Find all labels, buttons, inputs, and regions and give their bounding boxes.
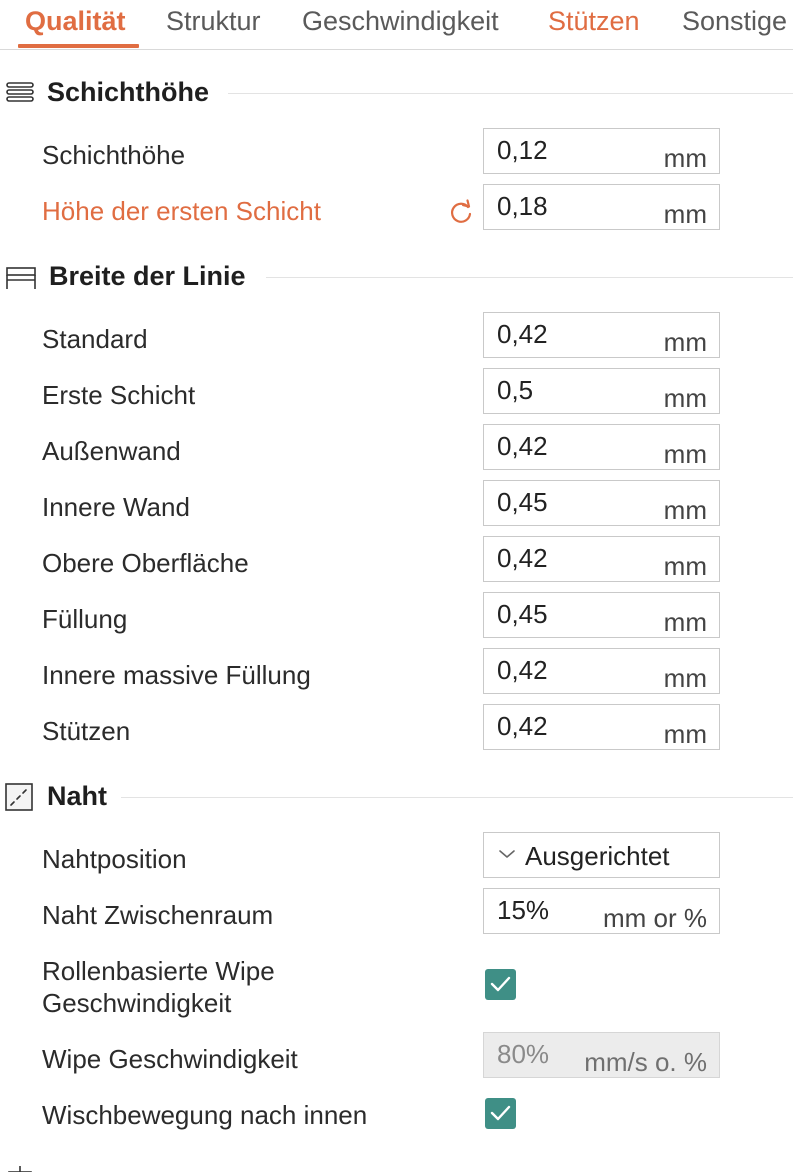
check-icon	[490, 976, 511, 992]
setting-label: Schichthöhe	[42, 140, 186, 170]
input-value: 0,5	[497, 375, 534, 405]
input-unit: mm	[663, 663, 707, 693]
line-width-infill-input[interactable]: 0,45 mm	[483, 592, 720, 638]
setting-label: Rollenbasierte Wipe	[42, 956, 275, 986]
input-unit: mm	[663, 327, 707, 357]
input-unit: mm	[663, 199, 707, 229]
section-title: Schichthöhe	[47, 77, 210, 107]
input-value: 0,42	[497, 543, 548, 573]
input-unit: mm	[663, 383, 707, 413]
line-width-outer-wall-input[interactable]: 0,42 mm	[483, 424, 720, 470]
setting-label-line2: Geschwindigkeit	[42, 988, 232, 1018]
seam-icon	[5, 783, 33, 811]
setting-label: Höhe der ersten Schicht	[42, 196, 321, 226]
setting-label: Obere Oberfläche	[42, 548, 249, 578]
tab-supports[interactable]: Stützen	[548, 6, 640, 36]
chevron-down-icon	[499, 850, 515, 858]
section-icon	[8, 1166, 32, 1172]
input-unit: mm	[663, 495, 707, 525]
input-value: 0,45	[497, 599, 548, 629]
line-width-icon	[6, 267, 36, 289]
section-seam: Naht	[0, 777, 793, 817]
input-value: 15%	[497, 895, 550, 925]
input-unit: mm	[663, 551, 707, 581]
line-width-inner-wall-input[interactable]: 0,45 mm	[483, 480, 720, 526]
input-value: 0,42	[497, 655, 548, 685]
input-unit: mm	[663, 143, 707, 173]
input-value: 0,42	[497, 319, 548, 349]
input-value: 0,12	[497, 135, 548, 165]
first-layer-height-input[interactable]: 0,18 mm	[483, 184, 720, 230]
setting-label: Stützen	[42, 716, 131, 746]
input-unit: mm	[663, 607, 707, 637]
seam-position-select[interactable]: Ausgerichtet	[483, 832, 720, 878]
setting-label: Wipe Geschwindigkeit	[42, 1044, 298, 1074]
section-divider	[228, 93, 793, 94]
section-next-partial	[0, 1158, 793, 1172]
input-value: 0,42	[497, 711, 548, 741]
wipe-inward-checkbox[interactable]	[485, 1098, 516, 1129]
setting-label: Innere massive Füllung	[42, 660, 311, 690]
tab-others[interactable]: Sonstige	[682, 6, 788, 36]
tab-speed[interactable]: Geschwindigkeit	[302, 6, 499, 36]
select-value: Ausgerichtet	[525, 841, 670, 871]
tab-quality[interactable]: Qualität	[25, 6, 126, 36]
section-divider	[266, 277, 793, 278]
tab-bar: Qualität Struktur Geschwindigkeit Stütze…	[0, 0, 793, 50]
setting-label: Nahtposition	[42, 844, 187, 874]
setting-label: Füllung	[42, 604, 128, 634]
tab-structure[interactable]: Struktur	[166, 6, 261, 36]
layers-icon	[6, 82, 34, 102]
input-unit: mm or %	[603, 903, 707, 933]
line-width-first-layer-input[interactable]: 0,5 mm	[483, 368, 720, 414]
setting-label: Außenwand	[42, 436, 181, 466]
section-title: Breite der Linie	[49, 261, 246, 291]
line-width-default-input[interactable]: 0,42 mm	[483, 312, 720, 358]
section-layer-height: Schichthöhe	[0, 73, 793, 113]
section-line-width: Breite der Linie	[0, 257, 793, 297]
input-unit: mm/s o. %	[584, 1047, 707, 1077]
active-tab-indicator	[18, 44, 139, 48]
input-value: 0,18	[497, 191, 548, 221]
input-value: 0,45	[497, 487, 548, 517]
seam-gap-input[interactable]: 15% mm or %	[483, 888, 720, 934]
input-unit: mm	[663, 719, 707, 749]
wipe-speed-input: 80% mm/s o. %	[483, 1032, 720, 1078]
section-divider	[121, 797, 793, 798]
reset-icon[interactable]	[446, 196, 476, 226]
input-value: 0,42	[497, 431, 548, 461]
setting-label: Erste Schicht	[42, 380, 196, 410]
input-value: 80%	[497, 1039, 550, 1069]
input-unit: mm	[663, 439, 707, 469]
role-based-wipe-checkbox[interactable]	[485, 969, 516, 1000]
line-width-top-surface-input[interactable]: 0,42 mm	[483, 536, 720, 582]
setting-label: Standard	[42, 324, 148, 354]
setting-label: Wischbewegung nach innen	[42, 1100, 368, 1130]
section-title: Naht	[47, 781, 107, 811]
setting-label: Naht Zwischenraum	[42, 900, 274, 930]
line-width-internal-solid-infill-input[interactable]: 0,42 mm	[483, 648, 720, 694]
line-width-support-input[interactable]: 0,42 mm	[483, 704, 720, 750]
setting-label: Innere Wand	[42, 492, 190, 522]
check-icon	[490, 1105, 511, 1121]
layer-height-input[interactable]: 0,12 mm	[483, 128, 720, 174]
